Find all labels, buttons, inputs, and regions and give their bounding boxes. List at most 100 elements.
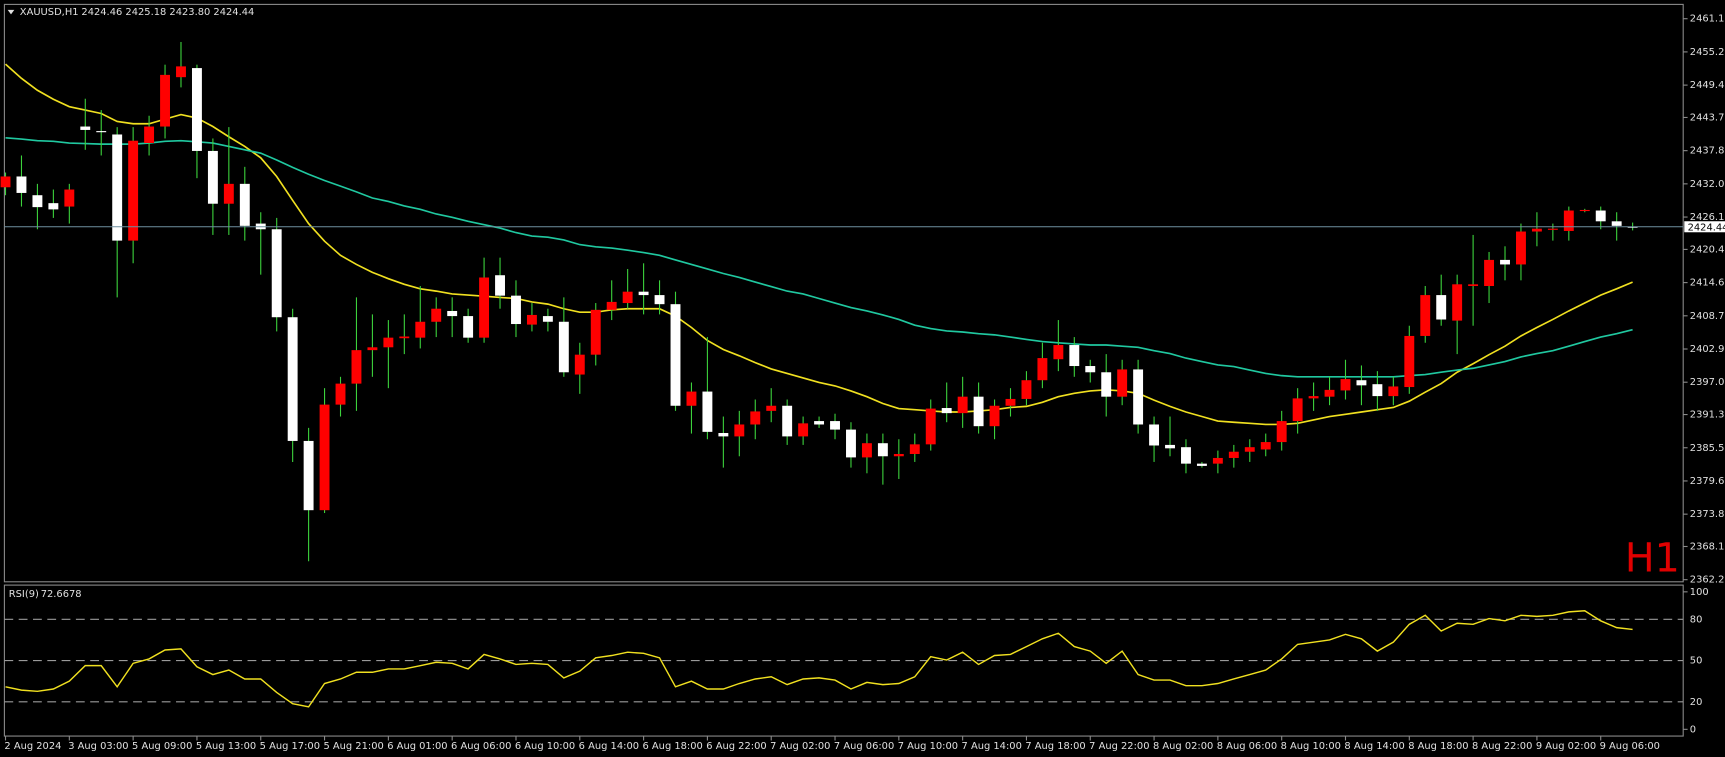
x-tick-label: 7 Aug 06:00 bbox=[834, 741, 894, 752]
candle-body bbox=[893, 453, 904, 457]
x-tick-label: 6 Aug 14:00 bbox=[579, 741, 639, 752]
candle-body bbox=[287, 317, 298, 441]
candle-body bbox=[48, 203, 59, 210]
y-tick-label: 2397.05 bbox=[1690, 377, 1725, 388]
candle-body bbox=[1069, 345, 1080, 367]
candle-body bbox=[239, 183, 250, 226]
x-tick-label: 8 Aug 18:00 bbox=[1408, 741, 1468, 752]
candle-body bbox=[80, 126, 91, 130]
x-tick-label: 9 Aug 06:00 bbox=[1600, 741, 1660, 752]
timeframe-label: H1 bbox=[1625, 535, 1680, 581]
candle-body bbox=[191, 68, 202, 151]
candle-body bbox=[782, 405, 793, 437]
x-tick-label: 8 Aug 22:00 bbox=[1472, 741, 1532, 752]
y-tick-label: 2402.90 bbox=[1690, 344, 1725, 355]
y-tick-label: 2449.40 bbox=[1690, 80, 1725, 91]
candle-body bbox=[431, 308, 442, 322]
x-tick-label: 5 Aug 09:00 bbox=[132, 741, 192, 752]
candle-body bbox=[846, 429, 856, 458]
candle-body bbox=[606, 301, 617, 310]
candle-body bbox=[0, 176, 11, 188]
candle-body bbox=[463, 316, 474, 338]
last-price-box bbox=[1684, 221, 1725, 233]
candle-body bbox=[1260, 442, 1271, 450]
candle-body bbox=[1021, 380, 1032, 399]
candle-body bbox=[495, 275, 505, 296]
menu-arrow[interactable] bbox=[7, 9, 15, 15]
candle-body bbox=[511, 295, 521, 325]
candle-body bbox=[1563, 210, 1574, 231]
x-tick-label: 7 Aug 10:00 bbox=[898, 741, 958, 752]
candle-body bbox=[1595, 210, 1606, 222]
candle-body bbox=[750, 411, 761, 425]
candle-body bbox=[1324, 389, 1335, 397]
candle-body bbox=[814, 421, 825, 425]
candle-body bbox=[1356, 380, 1367, 386]
candle-body bbox=[861, 443, 872, 458]
rsi-title: RSI(9) bbox=[9, 589, 39, 600]
rsi-line bbox=[5, 610, 1633, 708]
candle-body bbox=[351, 350, 362, 384]
candle-body bbox=[957, 396, 968, 414]
candle-body bbox=[638, 291, 649, 296]
x-tick-label: 5 Aug 17:00 bbox=[260, 741, 320, 752]
candle-body bbox=[1212, 457, 1223, 464]
candle-body bbox=[973, 396, 984, 427]
candle-body bbox=[1196, 463, 1207, 466]
candle-body bbox=[176, 66, 186, 78]
candle-body bbox=[335, 383, 346, 405]
candle-body bbox=[207, 150, 218, 204]
x-tick-label: 7 Aug 02:00 bbox=[770, 741, 830, 752]
candle-body bbox=[798, 423, 809, 437]
candle-body bbox=[1085, 366, 1096, 373]
candle-body bbox=[1404, 335, 1415, 388]
y-tick-label: 2420.45 bbox=[1690, 244, 1725, 255]
rsi-value: 72.6678 bbox=[41, 589, 82, 600]
candle-body bbox=[1516, 231, 1526, 265]
candle-body bbox=[1037, 358, 1048, 381]
candle-body bbox=[1228, 451, 1239, 458]
y-tick-label: 2408.75 bbox=[1690, 311, 1725, 322]
candle-body bbox=[941, 408, 952, 414]
moving-average-line bbox=[4, 63, 1633, 426]
candle-body bbox=[160, 74, 170, 127]
candle-body bbox=[1117, 369, 1128, 397]
candle-body bbox=[654, 295, 665, 305]
x-tick-label: 6 Aug 01:00 bbox=[387, 741, 447, 752]
candle-body bbox=[989, 405, 1000, 427]
x-tick-label: 8 Aug 10:00 bbox=[1281, 741, 1341, 752]
candle-body bbox=[1308, 396, 1319, 399]
candle-body bbox=[1579, 209, 1590, 212]
candle-body bbox=[447, 310, 458, 317]
candle-body bbox=[1611, 221, 1622, 226]
last-price-label: 2424.44 bbox=[1688, 222, 1725, 233]
x-tick-label: 7 Aug 18:00 bbox=[1025, 741, 1085, 752]
candle-body bbox=[734, 424, 745, 437]
x-tick-label: 5 Aug 21:00 bbox=[323, 741, 383, 752]
x-tick-label: 6 Aug 22:00 bbox=[706, 741, 766, 752]
candle-body bbox=[574, 354, 585, 375]
symbol-title: XAUUSD,H1 bbox=[20, 7, 79, 18]
candle-body bbox=[271, 229, 282, 318]
x-tick-label: 6 Aug 18:00 bbox=[642, 741, 702, 752]
candle-body bbox=[1292, 398, 1303, 422]
y-tick-label: 20 bbox=[1690, 697, 1703, 708]
x-tick-label: 8 Aug 02:00 bbox=[1153, 741, 1213, 752]
candle-body bbox=[144, 126, 155, 143]
y-tick-label: 2461.10 bbox=[1690, 14, 1725, 25]
y-tick-label: 2385.50 bbox=[1690, 443, 1725, 454]
candle-body bbox=[1531, 228, 1542, 232]
candle-body bbox=[16, 176, 27, 193]
y-tick-label: 100 bbox=[1690, 587, 1709, 598]
x-tick-label: 7 Aug 22:00 bbox=[1089, 741, 1149, 752]
candle-body bbox=[64, 189, 75, 207]
candle-body bbox=[367, 347, 378, 351]
candle-body bbox=[670, 304, 681, 406]
candle-body bbox=[1181, 447, 1191, 464]
candle-body bbox=[718, 432, 729, 437]
quote: 2424.46 2425.18 2423.80 2424.44 bbox=[81, 7, 254, 18]
candle-body bbox=[877, 443, 888, 457]
candle-body bbox=[1436, 295, 1447, 320]
x-tick-label: 7 Aug 14:00 bbox=[962, 741, 1022, 752]
candle-body bbox=[1149, 424, 1160, 446]
